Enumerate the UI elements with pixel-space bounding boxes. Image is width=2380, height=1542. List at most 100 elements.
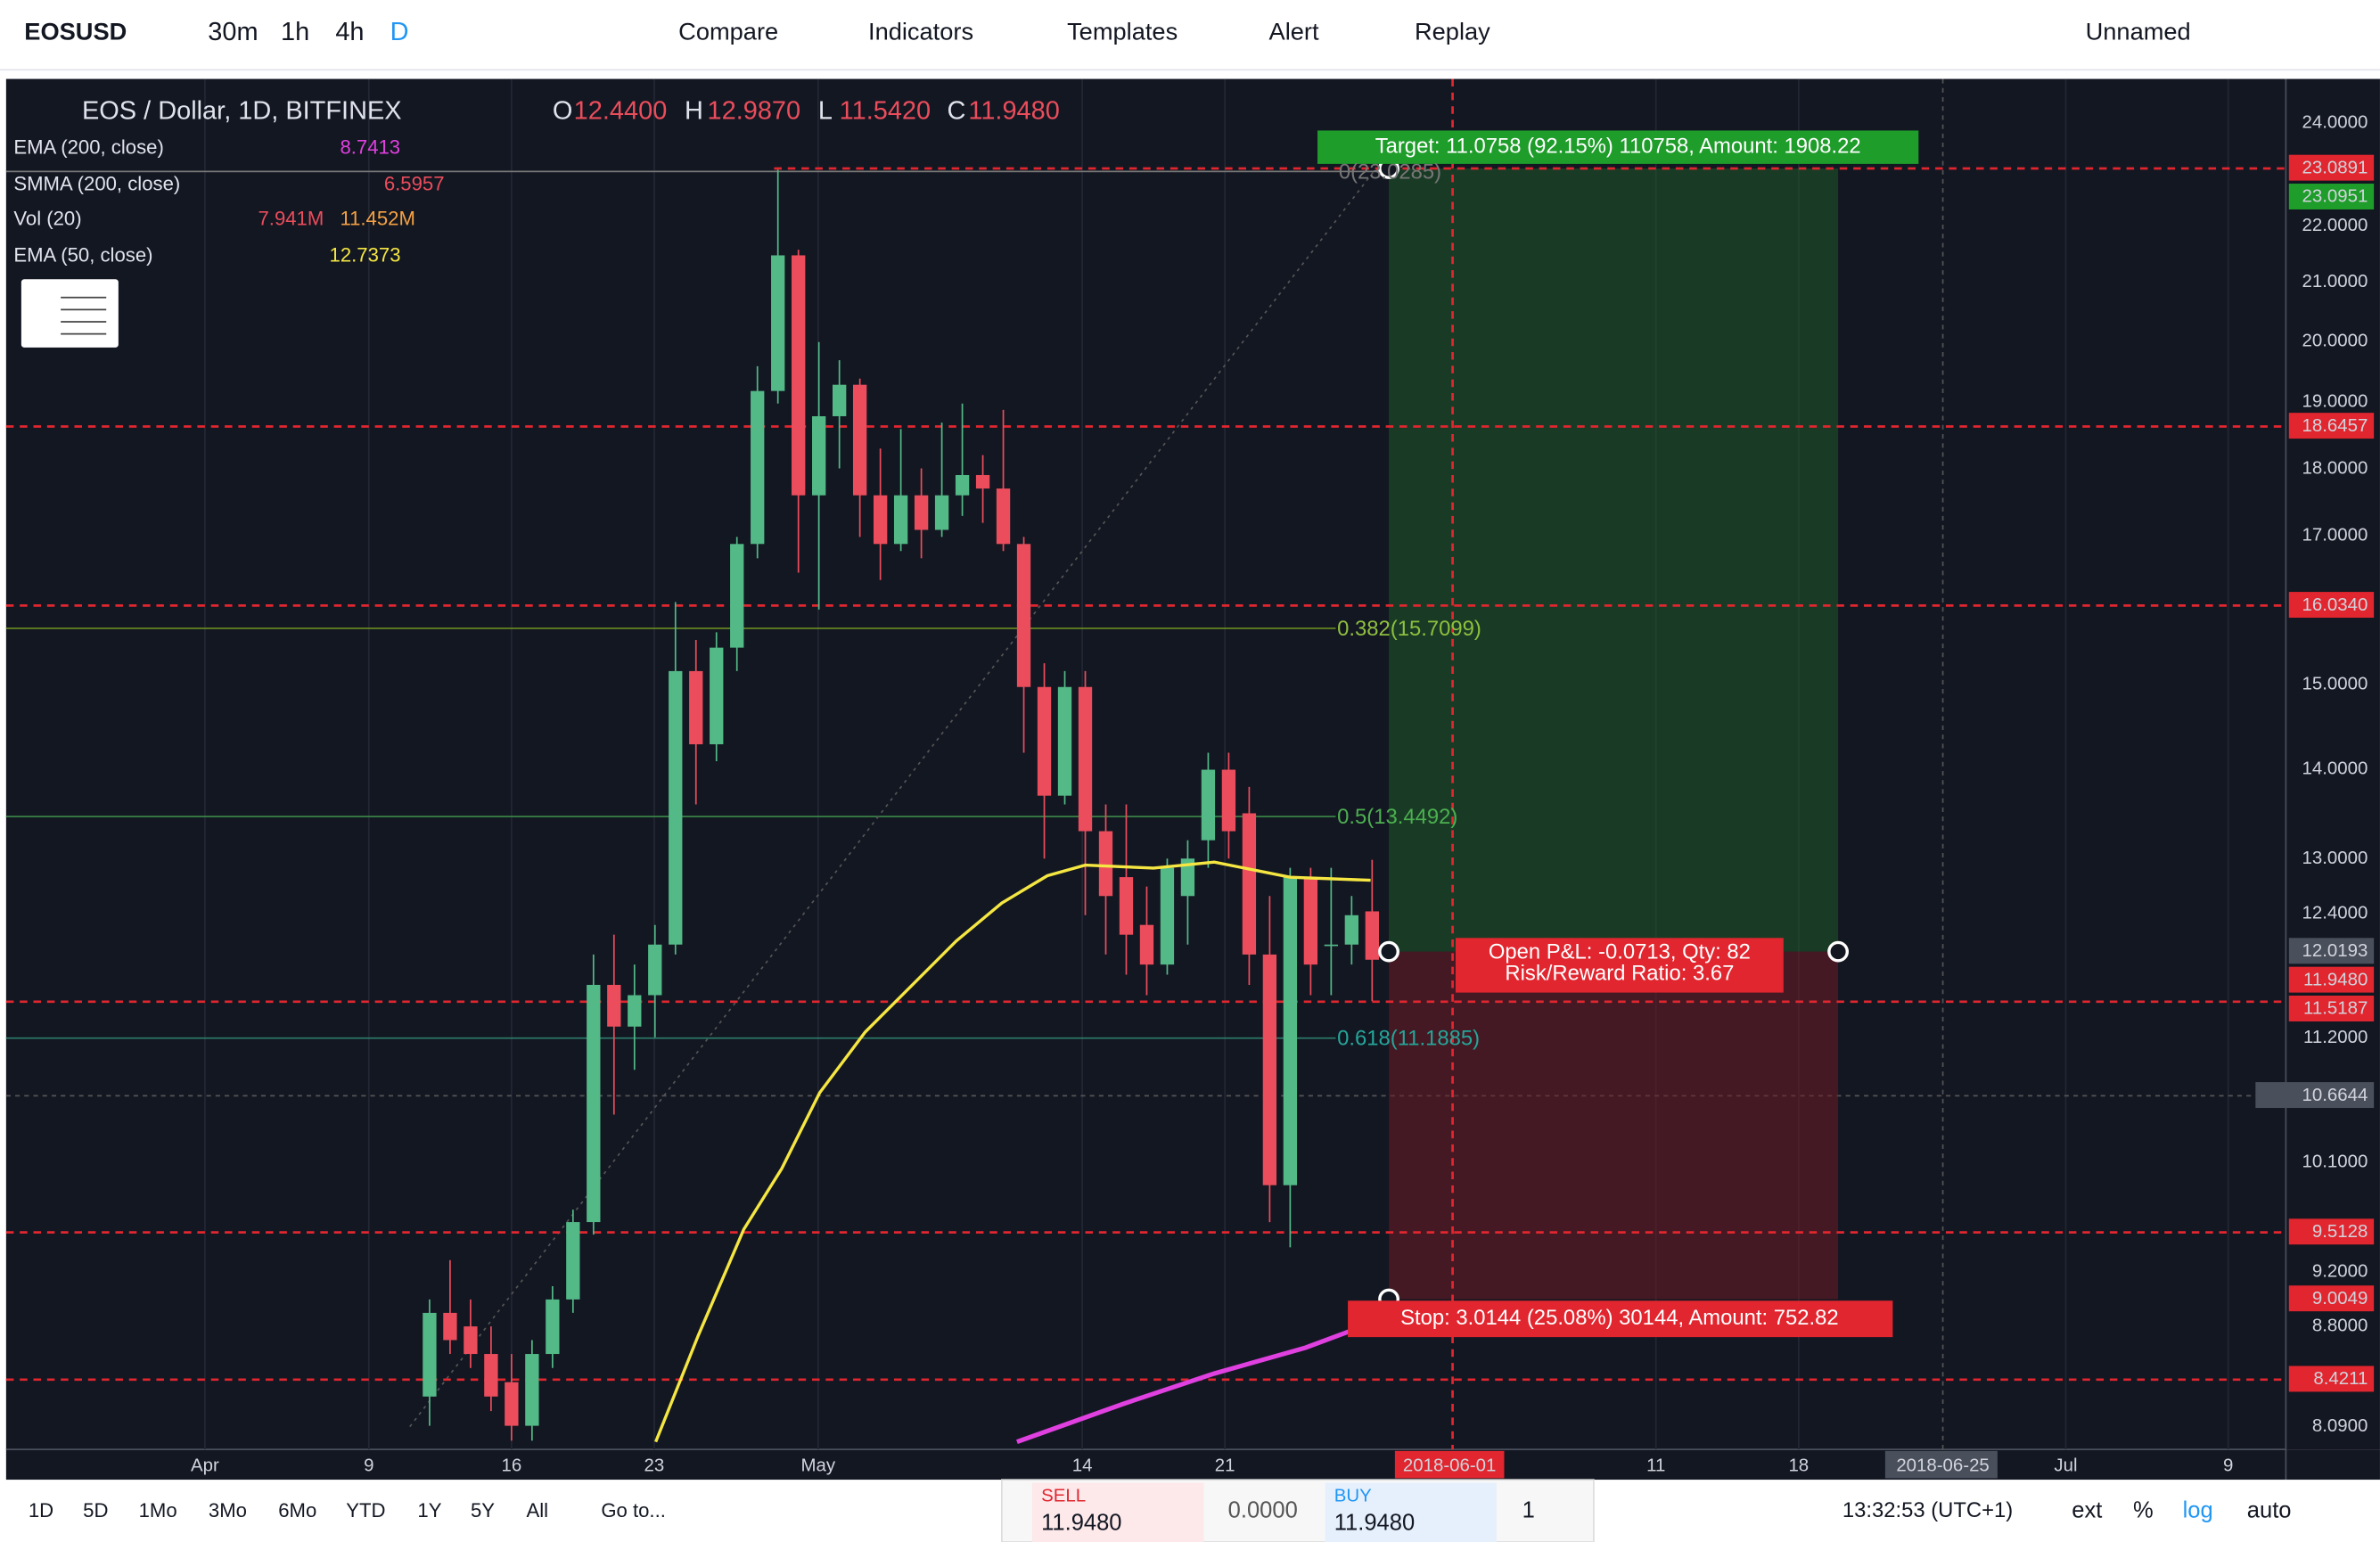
sell-price[interactable]: 11.9480 — [1041, 1510, 1121, 1535]
candle-body — [873, 495, 888, 545]
fib-label: 0.618(11.1885) — [1337, 1027, 1480, 1051]
ohlc-key: L — [818, 97, 833, 126]
date-label: 11 — [1646, 1456, 1665, 1475]
candle-body — [1283, 877, 1298, 1185]
candle-body — [689, 670, 703, 745]
price-label: 8.0900 — [2312, 1416, 2368, 1436]
spread: 0.0000 — [1228, 1498, 1298, 1523]
templates-button[interactable]: Templates — [1067, 18, 1178, 45]
candle-body — [1057, 686, 1072, 796]
ratio-label: Risk/Reward Ratio: 3.67 — [1505, 961, 1734, 985]
fib-label: 0.5(13.4492) — [1337, 805, 1457, 829]
replay-button[interactable]: Replay — [1415, 18, 1490, 45]
candle-body — [751, 390, 765, 545]
buy-button[interactable] — [1325, 1482, 1497, 1542]
range-button[interactable]: All — [527, 1499, 549, 1521]
candle-body — [1262, 954, 1277, 1185]
study-value: 11.452M — [340, 208, 414, 230]
candle-body — [852, 384, 867, 496]
fib-label: 0.382(15.7099) — [1337, 617, 1481, 641]
symbol[interactable]: EOSUSD — [24, 18, 127, 45]
interval[interactable]: 30m — [208, 18, 258, 46]
date-label: 2018-06-01 — [1403, 1456, 1496, 1475]
interval[interactable]: 1h — [281, 18, 309, 46]
candle-body — [1365, 911, 1379, 960]
ohlc-value: 11.9480 — [968, 97, 1059, 126]
range-button[interactable]: 1Mo — [139, 1499, 177, 1521]
layout-name[interactable]: Unnamed — [2086, 18, 2191, 45]
price-label: 21.0000 — [2302, 272, 2368, 291]
price-label: 23.0951 — [2302, 187, 2368, 207]
compare-button[interactable]: Compare — [678, 18, 778, 45]
candles — [423, 169, 1379, 1441]
candle-body — [955, 474, 970, 496]
goto-button[interactable]: Go to... — [601, 1499, 666, 1521]
interval[interactable]: 4h — [335, 18, 364, 46]
date-label: Apr — [191, 1456, 219, 1475]
interval[interactable]: D — [390, 18, 409, 46]
candle-body — [484, 1354, 498, 1397]
fib-label: 0(23.0285) — [1339, 160, 1441, 184]
ohlc-key: O — [553, 97, 573, 126]
scale-option[interactable]: auto — [2247, 1498, 2292, 1523]
price-label: 14.0000 — [2302, 759, 2368, 779]
candle-body — [1201, 769, 1216, 841]
scale-option[interactable]: % — [2133, 1498, 2154, 1523]
price-label: 17.0000 — [2302, 525, 2368, 545]
range-button[interactable]: 6Mo — [278, 1499, 316, 1521]
date-label: 9 — [2223, 1456, 2233, 1475]
candle-body — [587, 984, 601, 1223]
sell-label[interactable]: SELL — [1041, 1486, 1086, 1505]
buy-label[interactable]: BUY — [1334, 1486, 1372, 1505]
stop-label-bg — [1348, 1300, 1893, 1338]
price-label: 18.0000 — [2302, 459, 2368, 479]
alert-lines[interactable] — [5, 78, 2286, 1450]
target-label: Target: 11.0758 (92.15%) 110758, Amount:… — [1375, 134, 1861, 158]
scale-option[interactable]: log — [2183, 1498, 2213, 1523]
scale-option[interactable]: ext — [2072, 1498, 2102, 1523]
texts: EOSUSD 30m 1h 4h D Compare Indicators Templates… — [13, 18, 2368, 1536]
range-button[interactable]: 5D — [83, 1499, 108, 1521]
candle-body — [1221, 769, 1236, 832]
date-label: 21 — [1215, 1456, 1235, 1475]
buy-price[interactable]: 11.9480 — [1334, 1510, 1415, 1535]
range-button[interactable]: 3Mo — [209, 1499, 247, 1521]
candle-body — [1016, 544, 1031, 687]
candle-body — [893, 495, 908, 545]
ohlc-value: 12.4400 — [574, 97, 668, 126]
range-button[interactable]: 5Y — [471, 1499, 495, 1521]
study-value: 7.941M — [259, 208, 324, 230]
candle-body — [464, 1326, 478, 1355]
stop-label: Stop: 3.0144 (25.08%) 30144, Amount: 752… — [1400, 1306, 1839, 1330]
candle-body — [710, 647, 724, 745]
candle-body — [525, 1354, 539, 1426]
candle-body — [1242, 813, 1257, 955]
price-label: 13.0000 — [2302, 849, 2368, 868]
price-label: 9.0049 — [2312, 1289, 2368, 1308]
study-name: Vol (20) — [13, 208, 81, 230]
date-label: May — [801, 1456, 836, 1475]
stop-zone[interactable] — [1389, 951, 1839, 1300]
price-label: 16.0340 — [2302, 595, 2368, 615]
sell-button[interactable] — [1031, 1482, 1204, 1542]
candle-body — [1303, 877, 1318, 965]
price-label: 12.4000 — [2302, 903, 2368, 923]
target-zone[interactable] — [1389, 168, 1839, 952]
ohlc-key: C — [948, 97, 966, 126]
clock: 13:32:53 (UTC+1) — [1842, 1498, 2013, 1522]
candle-body — [1180, 858, 1195, 897]
date-label: 14 — [1072, 1456, 1093, 1475]
range-button[interactable]: 1D — [29, 1499, 53, 1521]
study-value: 8.7413 — [340, 136, 400, 159]
candle-body — [546, 1299, 560, 1355]
alert-button[interactable]: Alert — [1269, 18, 1319, 45]
indicators-button[interactable]: Indicators — [868, 18, 973, 45]
ema-200-line — [1016, 1325, 1359, 1445]
price-label: 9.2000 — [2312, 1261, 2368, 1281]
pnl-label: Open P&L: -0.0713, Qty: 82 — [1489, 940, 1751, 964]
ohlc-value: 12.9870 — [708, 97, 801, 126]
quantity[interactable]: 1 — [1522, 1498, 1535, 1523]
range-button[interactable]: YTD — [346, 1499, 385, 1521]
legend-toggle[interactable] — [21, 279, 119, 348]
range-button[interactable]: 1Y — [417, 1499, 441, 1521]
